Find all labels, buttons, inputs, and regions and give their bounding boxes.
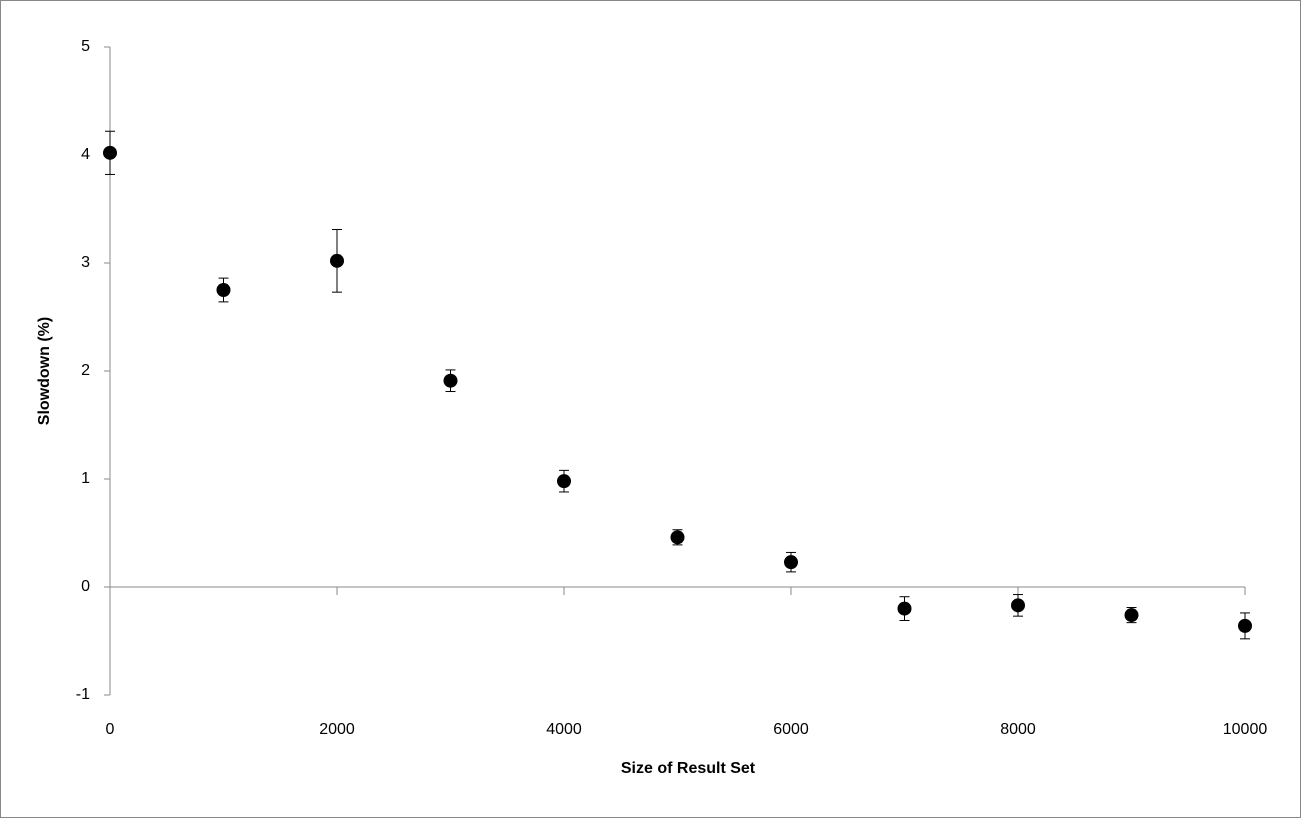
y-tick-label: 5	[81, 38, 90, 55]
y-tick-label: 0	[81, 578, 90, 595]
point	[1011, 598, 1025, 613]
point	[330, 253, 344, 268]
y-tick-label: 2	[81, 362, 90, 379]
x-tick-label: 4000	[546, 721, 582, 738]
y-axis-title: Slowdown (%)	[36, 317, 53, 425]
x-tick-label: 2000	[319, 721, 355, 738]
x-axis-title: Size of Result Set	[621, 760, 756, 777]
x-tick-label: 10000	[1223, 721, 1268, 738]
y-tick-label: 3	[81, 254, 90, 271]
y-tick-label: -1	[76, 686, 90, 703]
y-tick-label: 1	[81, 470, 90, 487]
point	[103, 145, 117, 160]
point	[557, 474, 571, 489]
x-tick-label: 6000	[773, 721, 809, 738]
point	[216, 283, 231, 297]
point	[784, 555, 798, 570]
point	[670, 530, 685, 545]
point	[897, 601, 912, 616]
x-tick-label: 8000	[1000, 721, 1036, 738]
y-tick-label: 4	[81, 146, 90, 163]
point	[1238, 618, 1252, 633]
point	[443, 373, 458, 388]
x-tick-label: 0	[106, 721, 115, 738]
point	[1124, 608, 1139, 623]
